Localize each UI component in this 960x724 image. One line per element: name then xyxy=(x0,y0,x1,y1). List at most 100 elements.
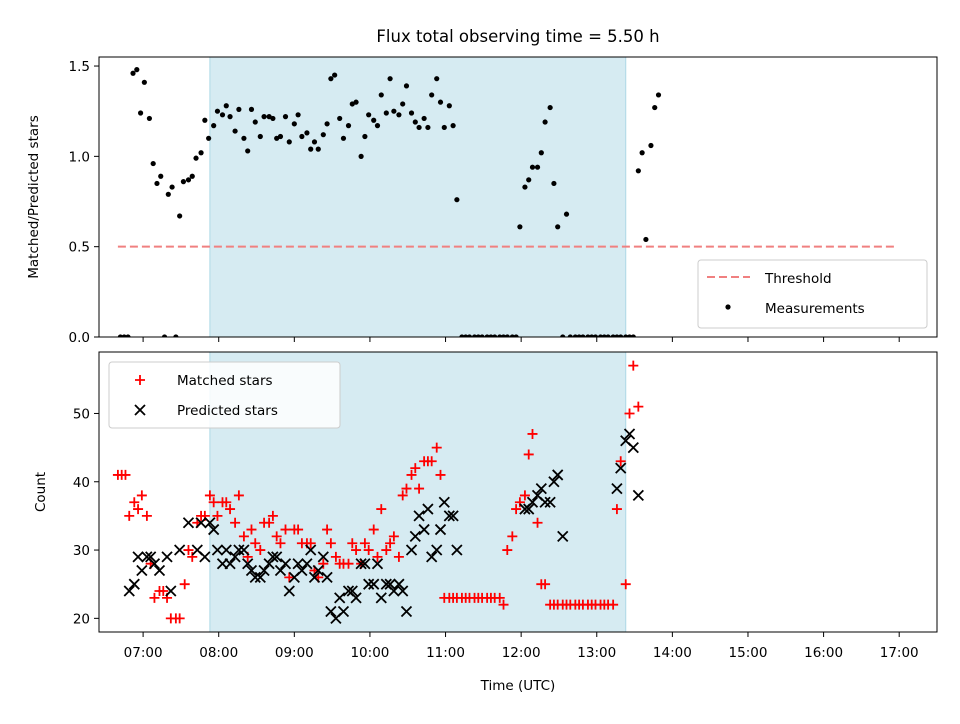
measurement-point xyxy=(492,334,498,337)
matched-star-point xyxy=(519,490,530,501)
top-y-tick-label: 0.0 xyxy=(69,330,90,346)
matched-star-point xyxy=(208,497,219,508)
predicted-star-point xyxy=(254,571,266,584)
bottom-plot-area xyxy=(112,360,644,624)
legend-entry-matched: Matched stars xyxy=(177,373,273,389)
measurement-point xyxy=(146,115,153,122)
measurement-point xyxy=(130,70,136,76)
measurement-point xyxy=(282,114,289,120)
measurement-point xyxy=(232,128,238,134)
measurement-point xyxy=(189,173,195,179)
measurement-point xyxy=(245,148,251,154)
x-tick-label: 16:00 xyxy=(804,645,843,661)
measurement-point xyxy=(134,67,140,73)
measurement-point xyxy=(261,114,267,120)
predicted-star-point xyxy=(368,578,380,590)
matched-star-point xyxy=(494,592,505,603)
legend-entry-measurements: Measurements xyxy=(765,301,865,317)
matched-star-point xyxy=(305,538,316,549)
measurement-point xyxy=(332,72,338,78)
measurement-point xyxy=(538,150,544,156)
predicted-star-point xyxy=(337,605,350,618)
matched-star-point xyxy=(133,504,144,515)
matched-star-point xyxy=(275,538,286,549)
measurement-point xyxy=(180,179,187,185)
matched-star-point xyxy=(293,524,304,535)
predicted-star-point xyxy=(400,605,413,618)
matched-star-point xyxy=(264,517,275,528)
matched-star-point xyxy=(204,490,215,501)
matched-star-point xyxy=(381,545,392,556)
predicted-star-point xyxy=(242,558,254,570)
measurement-point xyxy=(374,123,381,129)
matched-star-point xyxy=(330,551,341,562)
measurement-point xyxy=(320,132,326,138)
measurement-point xyxy=(547,104,553,111)
measurement-point xyxy=(450,123,456,129)
measurement-point xyxy=(513,334,519,337)
predicted-star-point xyxy=(535,482,547,495)
predicted-star-point xyxy=(431,544,443,556)
x-tick-label: 07:00 xyxy=(124,645,163,661)
predicted-star-point xyxy=(245,564,258,577)
matched-star-point xyxy=(325,538,336,549)
matched-star-point xyxy=(267,510,278,521)
measurement-point xyxy=(387,76,393,82)
predicted-star-point xyxy=(346,585,358,597)
measurement-point xyxy=(529,164,536,170)
measurement-point xyxy=(353,99,359,105)
measurement-point xyxy=(567,334,573,337)
predicted-star-point xyxy=(249,571,261,584)
predicted-star-point xyxy=(623,428,636,440)
measurement-point xyxy=(560,334,566,337)
measurement-point xyxy=(173,334,179,337)
chart-title: Flux total observing time = 5.50 h xyxy=(376,27,659,46)
measurement-point xyxy=(437,99,444,105)
legend-entry-predicted: Predicted stars xyxy=(177,403,278,419)
predicted-star-point xyxy=(271,551,283,563)
predicted-star-point xyxy=(350,592,362,604)
legend-entry-threshold: Threshold xyxy=(764,271,832,287)
measurement-point xyxy=(563,211,570,217)
matched-star-point xyxy=(359,538,370,549)
matched-star-point xyxy=(187,551,198,562)
measurement-point xyxy=(378,92,384,98)
bottom-y-tick-label: 30 xyxy=(73,543,90,559)
predicted-star-point xyxy=(136,564,148,577)
matched-star-point xyxy=(426,456,437,467)
measurement-point xyxy=(270,115,276,122)
measurement-point xyxy=(400,101,406,107)
predicted-star-point xyxy=(128,578,140,590)
measurement-point xyxy=(551,180,557,187)
measurement-point xyxy=(648,142,654,149)
predicted-star-point xyxy=(422,503,434,515)
measurement-point xyxy=(252,119,258,125)
measurement-point xyxy=(286,139,292,145)
bottom-axes-frame xyxy=(98,351,938,633)
predicted-star-point xyxy=(397,585,409,597)
matched-star-point xyxy=(620,579,631,590)
bottom-legend: Matched stars Predicted stars xyxy=(108,361,341,429)
measurement-point xyxy=(652,104,658,111)
predicted-star-point xyxy=(405,544,418,556)
matched-star-point xyxy=(615,456,626,467)
measurement-point xyxy=(479,334,485,337)
measurement-point xyxy=(161,334,168,337)
measurement-point xyxy=(295,112,301,118)
matched-star-point xyxy=(149,592,160,603)
matched-star-point xyxy=(322,524,333,535)
matched-star-point xyxy=(230,517,241,528)
measurement-point xyxy=(257,133,263,140)
measurement-point xyxy=(185,177,192,183)
x-tick-label: 11:00 xyxy=(426,645,465,661)
x-axis-label: Time (UTC) xyxy=(480,678,556,694)
matched-star-point xyxy=(351,545,362,556)
predicted-star-point xyxy=(283,585,295,597)
measurement-point xyxy=(421,115,427,122)
measurement-point xyxy=(592,334,599,337)
predicted-star-point xyxy=(552,469,564,481)
predicted-star-point xyxy=(526,496,539,508)
measurement-point xyxy=(248,106,255,112)
matched-star-point xyxy=(406,469,417,480)
measurement-point xyxy=(630,334,636,337)
